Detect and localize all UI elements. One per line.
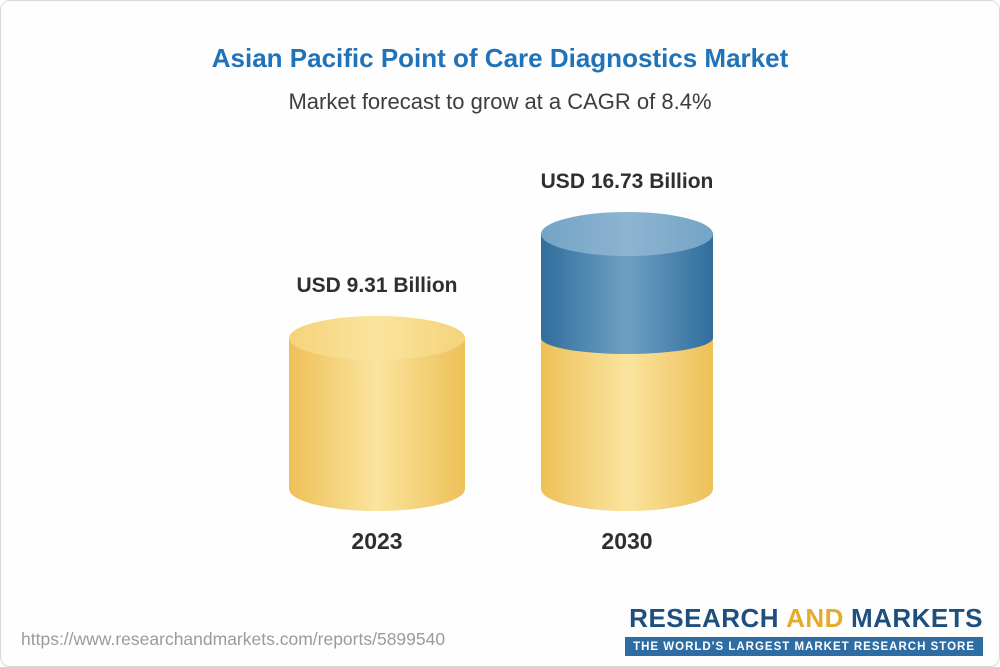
- logo-tagline: THE WORLD'S LARGEST MARKET RESEARCH STOR…: [625, 637, 983, 656]
- cylinder-2023: [289, 316, 465, 511]
- logo-word-and: AND: [786, 602, 844, 633]
- bar-2023: USD 9.31 Billion: [289, 274, 465, 511]
- cylinder-2030-top-ellipse: [541, 211, 713, 256]
- value-label-2023: USD 9.31 Billion: [296, 274, 458, 298]
- chart-subtitle: Market forecast to grow at a CAGR of 8.4…: [288, 89, 712, 114]
- research-and-markets-logo: RESEARCH AND MARKETS THE WORLD'S LARGEST M…: [625, 602, 983, 656]
- bar-2030: USD 16.73 Billion: [541, 170, 713, 511]
- cylinder-2030-yellow-body: [541, 338, 713, 511]
- chart-title: Asian Pacific Point of Care Diagnostics …: [211, 43, 789, 73]
- cylinder-2023-top-ellipse: [289, 316, 465, 361]
- report-url-link[interactable]: https://www.researchandmarkets.com/repor…: [21, 629, 446, 649]
- value-label-2030: USD 16.73 Billion: [540, 169, 714, 193]
- cylinder-2030: [541, 211, 713, 511]
- year-label-2030: 2030: [601, 528, 653, 554]
- logo-word-markets: MARKETS: [850, 602, 983, 633]
- logo-word-research: RESEARCH: [629, 602, 780, 633]
- cylinder-2023-body: [289, 338, 465, 511]
- year-label-2023: 2023: [351, 528, 403, 554]
- logo-wordmark: RESEARCH AND MARKETS: [625, 602, 983, 633]
